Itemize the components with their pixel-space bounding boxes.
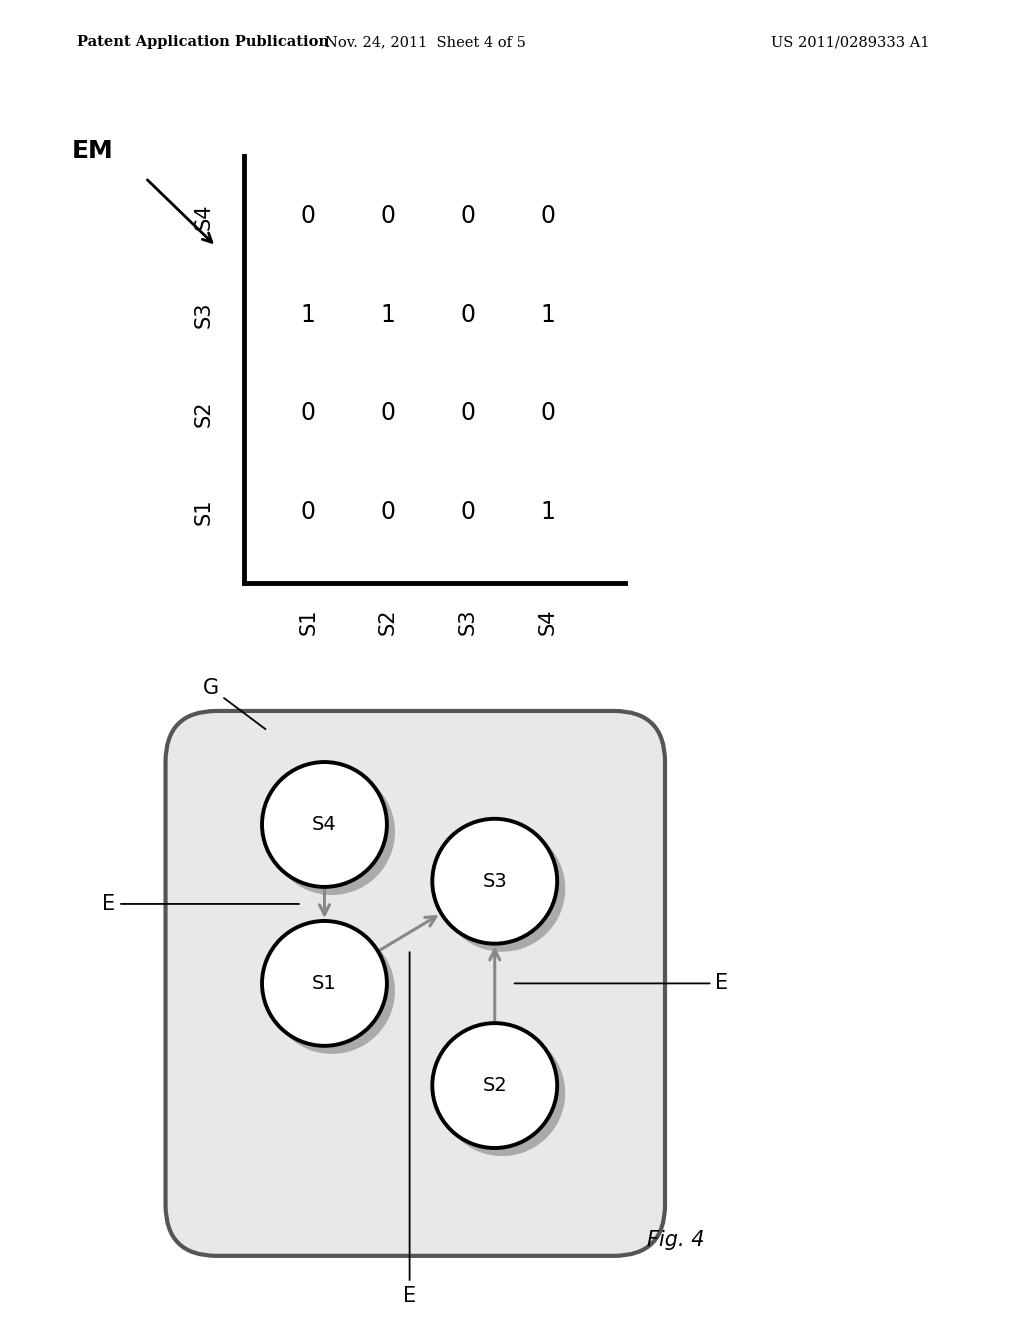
- Text: 0: 0: [381, 500, 395, 524]
- Text: 1: 1: [541, 302, 555, 327]
- Text: 0: 0: [541, 205, 555, 228]
- Text: S3: S3: [458, 609, 478, 635]
- Text: 0: 0: [381, 205, 395, 228]
- Text: 0: 0: [301, 500, 315, 524]
- Text: Fig. 4: Fig. 4: [647, 1230, 705, 1250]
- Text: 1: 1: [381, 302, 395, 327]
- Circle shape: [262, 921, 387, 1045]
- Text: Nov. 24, 2011  Sheet 4 of 5: Nov. 24, 2011 Sheet 4 of 5: [325, 36, 525, 49]
- Circle shape: [439, 826, 564, 950]
- Text: 0: 0: [541, 401, 555, 425]
- Text: S4: S4: [194, 203, 214, 230]
- Text: S1: S1: [298, 609, 318, 635]
- Circle shape: [262, 762, 387, 887]
- Text: 0: 0: [461, 302, 475, 327]
- Text: S1: S1: [194, 499, 214, 525]
- Circle shape: [439, 1031, 564, 1155]
- Text: 0: 0: [461, 205, 475, 228]
- Text: S2: S2: [378, 609, 398, 635]
- Text: Patent Application Publication: Patent Application Publication: [77, 36, 329, 49]
- Text: S1: S1: [312, 974, 337, 993]
- Text: E: E: [403, 952, 416, 1305]
- Circle shape: [432, 1023, 557, 1148]
- Text: E: E: [514, 973, 728, 994]
- Text: G: G: [203, 678, 265, 729]
- Circle shape: [432, 818, 557, 944]
- Circle shape: [269, 770, 394, 894]
- Text: 0: 0: [301, 401, 315, 425]
- Text: S2: S2: [482, 1076, 507, 1096]
- Text: 0: 0: [301, 205, 315, 228]
- Text: 0: 0: [461, 401, 475, 425]
- FancyBboxPatch shape: [166, 711, 665, 1255]
- Text: E: E: [102, 894, 299, 913]
- Text: S2: S2: [194, 400, 214, 426]
- Text: 0: 0: [381, 401, 395, 425]
- Text: S3: S3: [482, 871, 507, 891]
- Text: S4: S4: [312, 814, 337, 834]
- Text: S3: S3: [194, 302, 214, 329]
- Text: 1: 1: [301, 302, 315, 327]
- Circle shape: [269, 928, 394, 1053]
- Text: US 2011/0289333 A1: US 2011/0289333 A1: [771, 36, 929, 49]
- Text: EM: EM: [72, 139, 114, 162]
- Text: 0: 0: [461, 500, 475, 524]
- Text: 1: 1: [541, 500, 555, 524]
- Text: S4: S4: [538, 609, 558, 635]
